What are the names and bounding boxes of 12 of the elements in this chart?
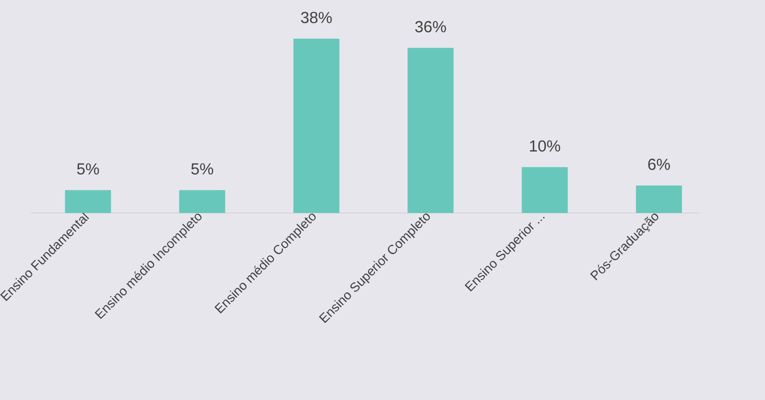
bar (636, 185, 682, 213)
data-label: 5% (77, 163, 99, 175)
bar (179, 190, 226, 213)
bar (65, 190, 112, 213)
bar (293, 38, 340, 213)
data-label: 36% (415, 21, 446, 32)
data-label: 6% (648, 158, 670, 170)
data-label: 10% (530, 140, 560, 152)
data-label: 38% (301, 12, 332, 24)
bar (408, 48, 454, 213)
bar (522, 167, 568, 213)
data-label: 5% (191, 163, 214, 175)
